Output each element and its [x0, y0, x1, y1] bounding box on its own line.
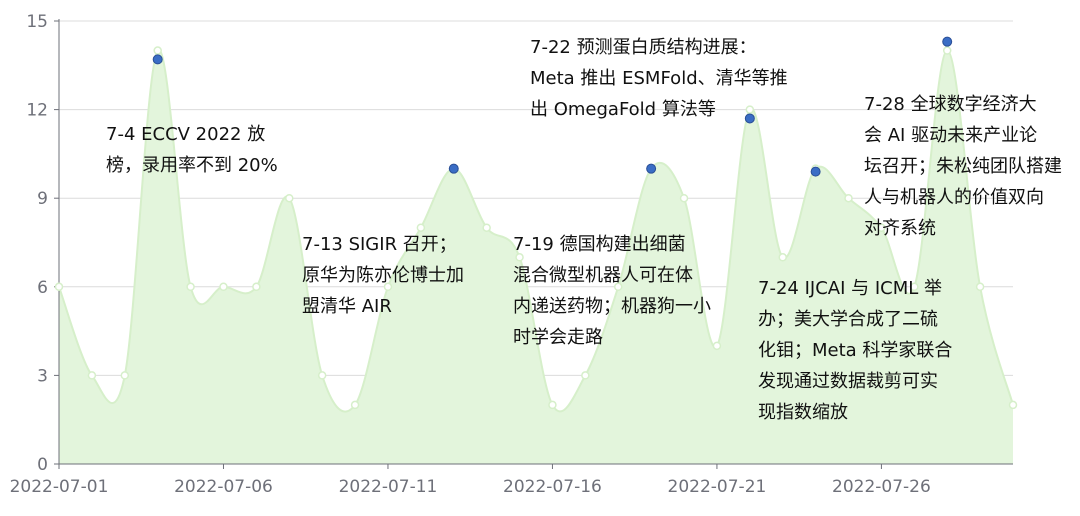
annotation-line: 人与机器人的价值双向	[864, 187, 1044, 208]
data-point	[548, 400, 557, 410]
tick-labels: 0 3 6 9 12 15 2022-07-01 2022-07-06 2022-07-11 20…	[10, 12, 931, 497]
annotation-line: 7-22 预测蛋白质结构进展：	[530, 37, 757, 58]
annotation-line: 现指数缩放	[758, 402, 848, 423]
data-point	[910, 282, 919, 292]
annotation-line: 7-4 ECCV 2022 放	[106, 124, 266, 145]
x-tick-label: 2022-07-11	[339, 477, 438, 497]
data-point	[252, 282, 261, 292]
annotation-line: 7-28 全球数字经济大	[864, 94, 1037, 115]
data-point	[778, 253, 787, 262]
annotation-digital-economy: 7-28 全球数字经济大 会 AI 驱动未来产业论 坛召开；朱松纯团队搭建 人与…	[864, 89, 1062, 244]
y-tick-label: 6	[37, 278, 48, 298]
data-point	[712, 341, 722, 351]
data-point	[54, 282, 64, 292]
annotation-line: 7-24 IJCAI 与 ICML 举	[758, 278, 942, 299]
highlight-point	[744, 113, 755, 124]
annotation-sigir: 7-13 SIGIR 召开； 原华为陈亦伦博士加 盟清华 AIR	[302, 229, 464, 322]
x-tick-label: 2022-07-21	[668, 477, 767, 497]
data-point	[219, 282, 228, 292]
area-fill	[59, 49, 1013, 464]
data-point	[515, 253, 524, 262]
data-point	[87, 371, 97, 380]
data-points	[54, 36, 1018, 410]
data-point	[482, 223, 491, 232]
highlight-point	[646, 163, 657, 174]
annotation-line: 榜，录用率不到 20%	[106, 155, 278, 176]
annotation-line: 混合微型机器人可在体	[513, 265, 693, 286]
data-point	[581, 371, 590, 380]
annotation-line: 内递送药物；机器狗一小	[513, 296, 711, 317]
annotation-line: 原华为陈亦伦博士加	[302, 265, 464, 286]
data-point	[383, 282, 393, 292]
data-point	[416, 223, 426, 232]
annotation-line: 对齐系统	[864, 218, 936, 239]
annotation-line: 盟清华 AIR	[302, 296, 392, 317]
data-point	[120, 371, 130, 380]
annotation-line: Meta 推出 ESMFold、清华等推	[530, 68, 788, 89]
annotation-line: 7-19 德国构建出细菌	[513, 234, 686, 255]
annotation-eccv: 7-4 ECCV 2022 放 榜，录用率不到 20%	[106, 119, 278, 181]
data-point	[942, 46, 952, 55]
data-point	[877, 223, 886, 232]
y-tick-label: 3	[37, 366, 48, 386]
annotation-line: 会 AI 驱动未来产业论	[864, 125, 1038, 146]
annotation-line: 7-13 SIGIR 召开；	[302, 234, 457, 255]
highlight-point	[810, 166, 821, 177]
highlight-point	[448, 163, 459, 174]
y-tick-label: 15	[26, 12, 48, 32]
y-tick-label: 0	[37, 455, 48, 475]
highlight-point	[942, 36, 953, 47]
annotation-line: 化钼；Meta 科学家联合	[758, 340, 953, 361]
data-point	[844, 193, 853, 203]
annotation-protein: 7-22 预测蛋白质结构进展： Meta 推出 ESMFold、清华等推 出 O…	[530, 32, 788, 125]
x-tick-label: 2022-07-01	[10, 477, 109, 497]
annotation-line: 出 OmegaFold 算法等	[530, 99, 716, 120]
annotation-ijcai: 7-24 IJCAI 与 ICML 举 办；美大学合成了二硫 化钼；Meta 科…	[758, 273, 952, 428]
x-tick-label: 2022-07-06	[174, 477, 273, 497]
annotation-line: 办；美大学合成了二硫	[758, 309, 938, 330]
data-point	[350, 400, 360, 410]
data-point	[679, 193, 689, 203]
data-point	[153, 46, 162, 55]
annotation-line: 坛召开；朱松纯团队搭建	[864, 156, 1062, 177]
data-point	[285, 193, 294, 203]
y-tick-label: 12	[26, 101, 48, 121]
data-point	[613, 282, 623, 292]
data-point	[975, 282, 985, 292]
x-tick-label: 2022-07-16	[503, 477, 602, 497]
data-point	[745, 105, 755, 114]
annotation-line: 发现通过数据裁剪可实	[758, 371, 938, 392]
y-tick-label: 9	[37, 189, 48, 209]
highlight-point	[152, 54, 163, 65]
annotation-robot: 7-19 德国构建出细菌 混合微型机器人可在体 内递送药物；机器狗一小 时学会走…	[513, 229, 711, 353]
data-point	[317, 371, 327, 380]
annotation-line: 时学会走路	[513, 327, 603, 348]
data-point	[186, 282, 195, 292]
data-point	[1008, 400, 1018, 410]
x-tick-label: 2022-07-26	[832, 477, 931, 497]
